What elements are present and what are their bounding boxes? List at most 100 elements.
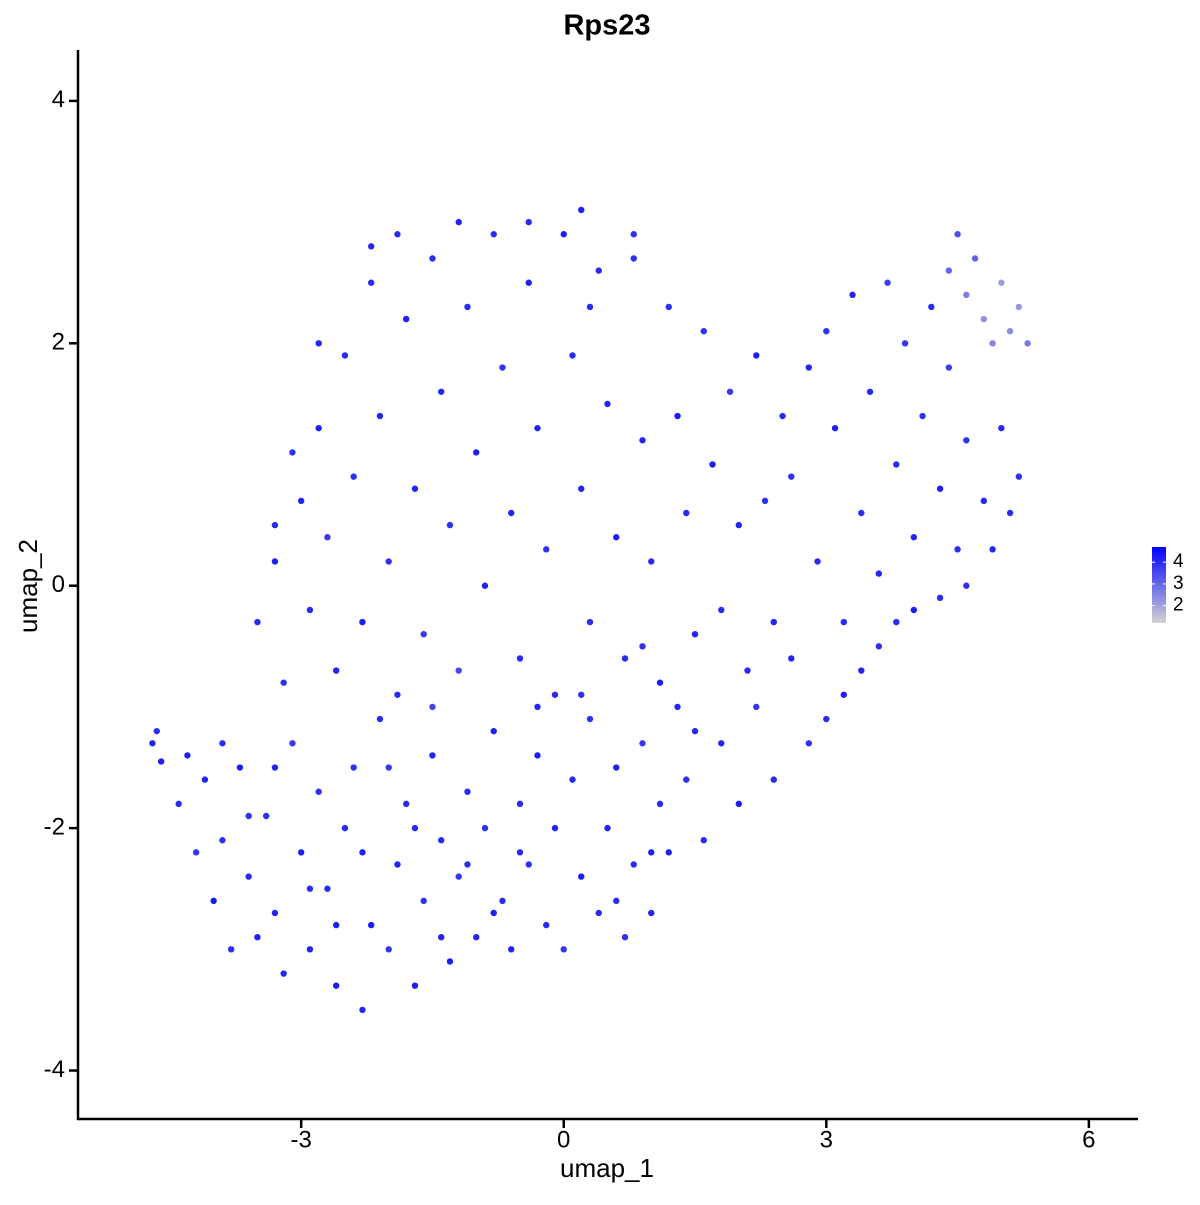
colorbar-label: 4	[1173, 551, 1184, 572]
point	[543, 546, 550, 553]
point	[718, 606, 725, 614]
point	[367, 279, 375, 286]
point	[945, 364, 953, 371]
point	[735, 800, 742, 808]
point	[149, 740, 156, 747]
point	[1024, 340, 1031, 347]
point	[831, 424, 839, 432]
point	[709, 461, 716, 468]
y-tick-label: -4	[44, 1056, 65, 1083]
point	[297, 497, 305, 505]
point	[945, 267, 953, 274]
point	[525, 218, 532, 226]
point	[840, 691, 848, 698]
point	[779, 412, 786, 420]
point	[254, 618, 261, 626]
point	[315, 788, 322, 795]
point	[691, 727, 699, 735]
point	[499, 897, 506, 905]
point	[726, 388, 734, 395]
point	[840, 618, 848, 626]
point	[403, 800, 410, 808]
point	[271, 764, 279, 771]
point	[613, 764, 620, 771]
point	[359, 618, 366, 626]
point	[420, 630, 427, 638]
point	[744, 667, 751, 674]
point	[621, 655, 629, 662]
point	[586, 715, 594, 723]
point	[508, 946, 515, 953]
point	[753, 352, 760, 359]
x-tick-label: 6	[1082, 1126, 1095, 1153]
point	[446, 958, 454, 965]
point	[735, 521, 742, 529]
point	[893, 461, 900, 468]
y-axis-label: umap_2	[13, 539, 43, 633]
point	[604, 400, 611, 408]
y-tick-label: 4	[52, 86, 65, 113]
point	[691, 630, 699, 638]
point	[761, 497, 769, 505]
point	[884, 279, 891, 286]
point	[271, 558, 279, 565]
point	[499, 364, 506, 371]
point	[236, 764, 244, 771]
point	[473, 449, 480, 456]
point	[324, 885, 331, 892]
point	[184, 752, 191, 759]
point	[315, 340, 322, 347]
point	[271, 521, 279, 529]
point	[954, 546, 961, 553]
point	[963, 582, 970, 589]
point	[814, 558, 821, 565]
point	[455, 873, 462, 880]
point	[551, 824, 559, 832]
point	[516, 655, 524, 662]
point	[595, 267, 602, 274]
point	[823, 715, 830, 723]
point	[350, 473, 357, 480]
point	[954, 231, 961, 238]
y-tick-label: -2	[44, 813, 65, 840]
point	[700, 837, 707, 844]
point	[858, 667, 865, 674]
point	[376, 715, 384, 723]
point	[481, 582, 489, 589]
point	[464, 788, 471, 795]
point	[438, 388, 445, 395]
point	[254, 933, 261, 941]
point	[919, 412, 926, 420]
point	[569, 776, 576, 783]
x-tick-label: 3	[820, 1126, 833, 1153]
point	[367, 921, 375, 929]
point	[639, 740, 646, 747]
point	[525, 279, 532, 286]
point	[455, 218, 462, 226]
point	[280, 970, 287, 977]
point	[595, 909, 602, 917]
point	[1015, 473, 1023, 480]
point	[753, 703, 760, 711]
point	[613, 897, 620, 905]
point	[525, 861, 532, 868]
point	[875, 570, 883, 577]
point	[394, 861, 401, 868]
point	[543, 921, 550, 929]
point	[639, 437, 646, 444]
point	[411, 824, 419, 832]
point	[586, 303, 594, 311]
point	[332, 667, 340, 674]
point	[516, 800, 524, 808]
point	[665, 303, 672, 311]
point	[306, 885, 314, 892]
point	[297, 849, 305, 856]
point	[245, 812, 252, 820]
point	[219, 837, 226, 844]
point	[805, 740, 812, 747]
point	[1006, 327, 1014, 335]
colorbar	[1152, 547, 1166, 623]
point	[630, 231, 637, 238]
point	[604, 824, 611, 832]
